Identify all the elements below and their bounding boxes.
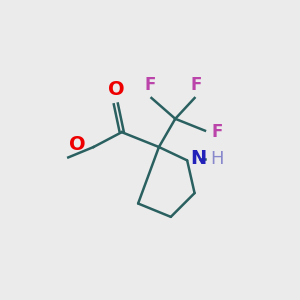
Text: O: O <box>107 80 124 99</box>
Text: F: F <box>190 76 202 94</box>
Text: F: F <box>212 123 223 141</box>
Text: O: O <box>69 135 85 154</box>
Text: N: N <box>190 149 206 168</box>
Text: H: H <box>210 150 224 168</box>
Text: F: F <box>144 76 156 94</box>
